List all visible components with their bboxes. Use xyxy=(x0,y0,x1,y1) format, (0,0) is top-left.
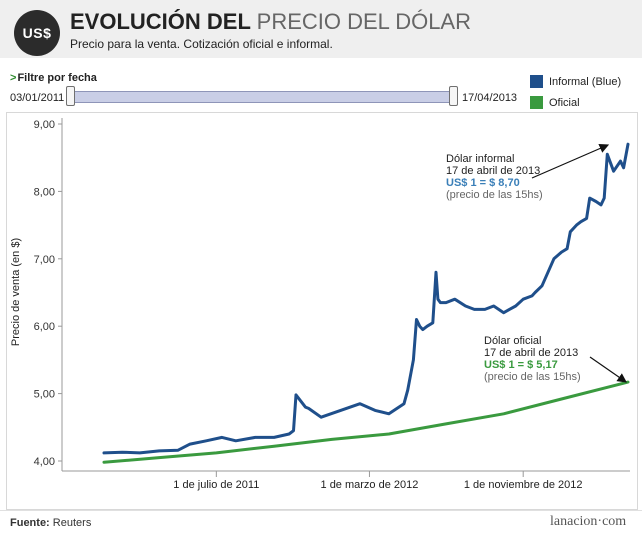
dollar-logo-icon: US$ xyxy=(14,10,60,56)
legend-swatch-informal xyxy=(530,75,543,88)
y-tick-label: 4,00 xyxy=(34,456,55,468)
title-bold: EVOLUCIÓN DEL xyxy=(70,9,251,34)
chevron-right-icon: > xyxy=(10,72,17,84)
y-axis-label: Precio de venta (en $) xyxy=(10,238,22,346)
legend-item-oficial[interactable]: Oficial xyxy=(530,96,580,109)
y-tick-label: 9,00 xyxy=(34,119,55,131)
annotation-text: 17 de abril de 2013 xyxy=(446,165,540,177)
header-bar: US$ EVOLUCIÓN DEL PRECIO DEL DÓLAR Preci… xyxy=(0,0,642,58)
filter-end-date: 17/04/2013 xyxy=(462,92,518,104)
x-tick-label: 1 de marzo de 2012 xyxy=(321,479,419,491)
brand-logo[interactable]: lanacion·com xyxy=(550,514,627,529)
annotation-arrow xyxy=(589,356,627,383)
slider-start-handle[interactable] xyxy=(66,86,75,106)
series-line-oficial xyxy=(102,380,630,464)
source-value: Reuters xyxy=(52,517,92,529)
page-subtitle: Precio para la venta. Cotización oficial… xyxy=(70,37,333,51)
x-tick-label: 1 de noviembre de 2012 xyxy=(464,479,583,491)
legend-label-oficial: Oficial xyxy=(549,96,580,109)
series-line-informal xyxy=(102,142,630,455)
source-label: Fuente: xyxy=(10,517,50,529)
y-tick-label: 6,00 xyxy=(34,321,55,333)
x-tick-label: 1 de julio de 2011 xyxy=(173,479,259,491)
annotation-value: US$ 1 = $ 8,70 xyxy=(446,177,520,189)
slider-end-handle[interactable] xyxy=(449,86,458,106)
y-tick-label: 8,00 xyxy=(34,186,55,198)
chart-frame xyxy=(6,112,638,510)
annotation-note: (precio de las 15hs) xyxy=(484,371,581,383)
legend-item-informal[interactable]: Informal (Blue) xyxy=(530,75,621,88)
annotation-text: Dólar informal xyxy=(446,153,514,165)
y-tick-label: 5,00 xyxy=(34,389,55,401)
annotation-value: US$ 1 = $ 5,17 xyxy=(484,359,558,371)
page-title: EVOLUCIÓN DEL PRECIO DEL DÓLAR xyxy=(70,9,471,35)
date-filter-text: Filtre por fecha xyxy=(17,72,97,84)
title-light: PRECIO DEL DÓLAR xyxy=(256,9,471,34)
footer-divider xyxy=(0,510,642,511)
legend-label-informal: Informal (Blue) xyxy=(549,75,622,88)
annotation-arrow xyxy=(531,143,610,179)
y-tick-label: 7,00 xyxy=(34,254,55,266)
annotation-note: (precio de las 15hs) xyxy=(446,189,543,201)
legend-swatch-oficial xyxy=(530,96,543,109)
annotation-text: Dólar oficial xyxy=(484,335,541,347)
filter-start-date: 03/01/2011 xyxy=(10,92,65,104)
annotation-text: 17 de abril de 2013 xyxy=(484,347,578,359)
date-filter-label: >Filtre por fecha xyxy=(10,72,97,84)
source-note: Fuente: Reuters xyxy=(10,517,91,529)
